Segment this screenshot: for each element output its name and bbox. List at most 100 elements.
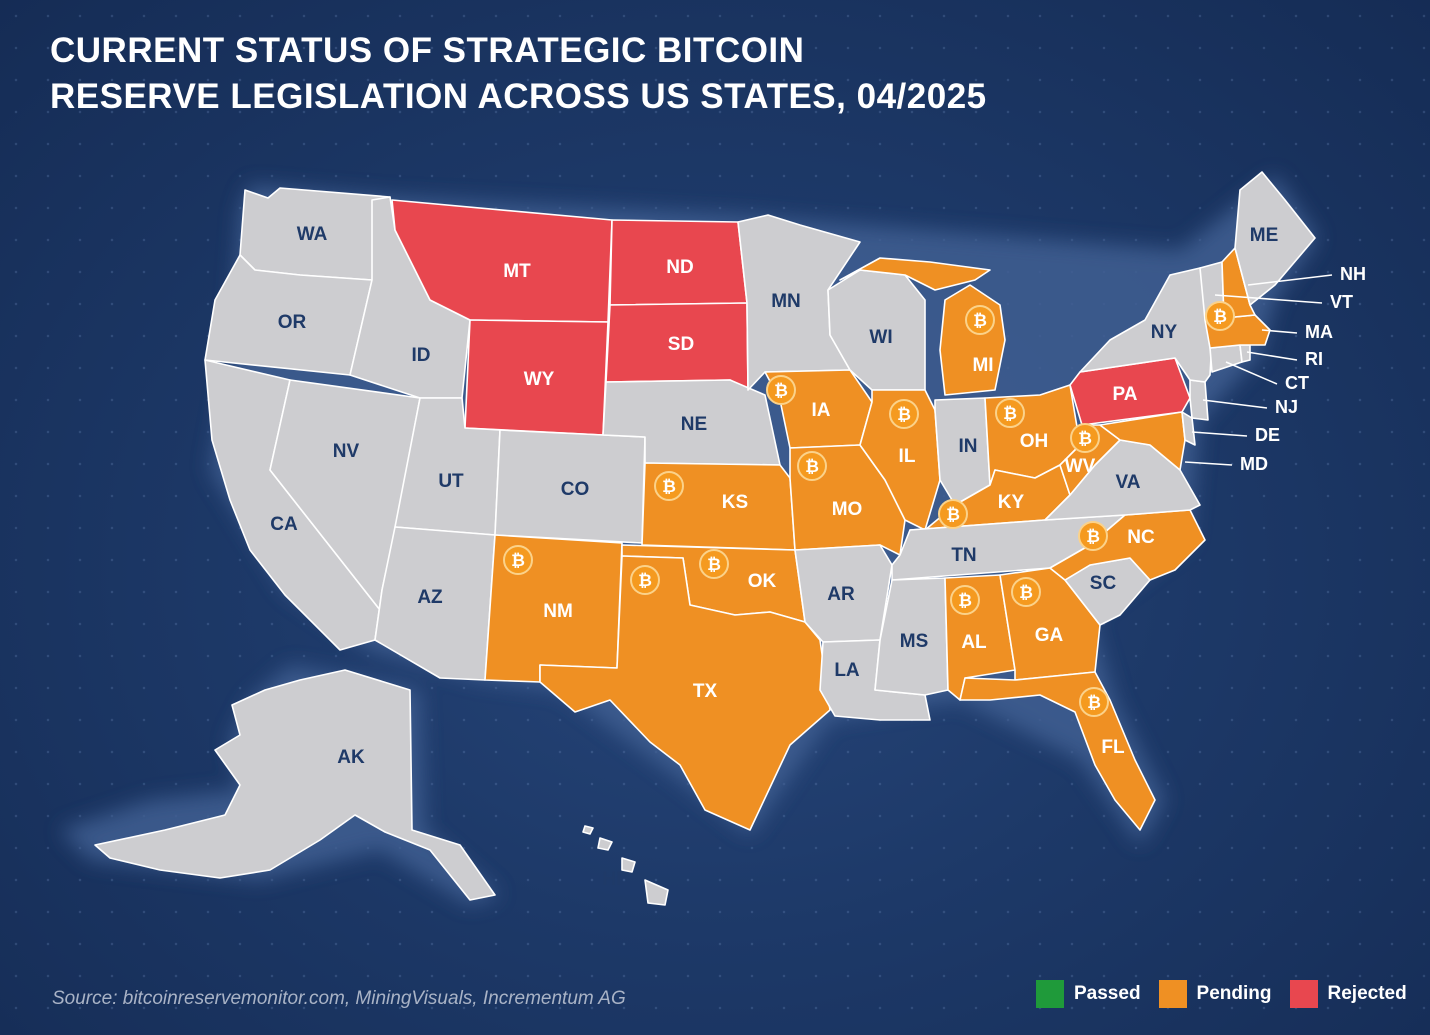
state-id bbox=[349, 196, 471, 399]
state-label-tn: TN bbox=[951, 545, 976, 566]
callout-leader-md bbox=[1184, 461, 1233, 466]
state-label-fl: FL bbox=[1101, 737, 1125, 758]
state-label-ne: NE bbox=[681, 414, 707, 435]
state-label-in: IN bbox=[959, 436, 978, 457]
state-label-la: LA bbox=[834, 660, 860, 681]
bitcoin-icon: ₿ bbox=[995, 398, 1025, 428]
bitcoin-icon: ₿ bbox=[889, 399, 919, 429]
callout-label-ct: CT bbox=[1285, 373, 1309, 393]
svg-text:₿: ₿ bbox=[662, 477, 676, 497]
state-labels: WA OR CA NV ID UT AZ CO NM MT WY ND SD NE KS OK TX MN IA MO… bbox=[270, 224, 1278, 890]
bitcoin-icon: ₿ bbox=[1205, 301, 1235, 331]
state-label-tx: TX bbox=[693, 681, 718, 702]
state-me bbox=[1234, 171, 1316, 306]
state-label-al: AL bbox=[961, 632, 987, 653]
svg-text:₿: ₿ bbox=[1087, 693, 1101, 713]
state-label-ms: MS bbox=[900, 631, 929, 652]
callout-leader-vt bbox=[1214, 294, 1323, 304]
legend-item-rejected: Rejected bbox=[1289, 980, 1407, 1008]
pending-markers: ₿ ₿ ₿ ₿ ₿ ₿ ₿ ₿ ₿ ₿ ₿ ₿ ₿ ₿ ₿ ₿ bbox=[503, 301, 1235, 717]
state-label-nd: ND bbox=[666, 257, 693, 278]
legend: Passed Pending Rejected bbox=[1036, 980, 1407, 1008]
state-label-ny: NY bbox=[1151, 322, 1178, 343]
callout-label-ri: RI bbox=[1305, 349, 1323, 369]
bitcoin-icon: ₿ bbox=[630, 565, 660, 595]
state-label-mn: MN bbox=[771, 291, 801, 312]
svg-text:₿: ₿ bbox=[1213, 307, 1227, 327]
state-label-ia: IA bbox=[812, 400, 831, 421]
callout-leader-ri bbox=[1246, 351, 1298, 361]
state-label-hi: HI bbox=[603, 869, 622, 890]
state-label-me: ME bbox=[1250, 225, 1279, 246]
bitcoin-icon: ₿ bbox=[1070, 423, 1100, 453]
bitcoin-icon: ₿ bbox=[1079, 687, 1109, 717]
state-label-il: IL bbox=[899, 446, 916, 467]
svg-text:₿: ₿ bbox=[973, 311, 987, 331]
state-label-sc: SC bbox=[1090, 573, 1117, 594]
svg-text:₿: ₿ bbox=[1078, 429, 1092, 449]
state-fl bbox=[959, 671, 1156, 831]
state-label-co: CO bbox=[561, 479, 590, 500]
state-label-ca: CA bbox=[270, 514, 298, 535]
state-label-ks: KS bbox=[722, 492, 748, 513]
state-mi bbox=[839, 257, 1006, 396]
bitcoin-icon: ₿ bbox=[766, 375, 796, 405]
source-note: Source: bitcoinreservemonitor.com, Minin… bbox=[52, 988, 626, 1009]
svg-text:₿: ₿ bbox=[707, 555, 721, 575]
callout-leader-ct bbox=[1225, 361, 1278, 385]
state-label-mt: MT bbox=[503, 261, 531, 282]
callout-label-nh: NH bbox=[1340, 264, 1366, 284]
state-label-nv: NV bbox=[333, 441, 360, 462]
state-label-ok: OK bbox=[748, 571, 777, 592]
legend-swatch-passed bbox=[1036, 980, 1064, 1008]
bitcoin-icon: ₿ bbox=[950, 585, 980, 615]
svg-text:₿: ₿ bbox=[774, 381, 788, 401]
callout-label-vt: VT bbox=[1330, 292, 1353, 312]
state-de bbox=[1181, 411, 1196, 446]
callout-leader-nj bbox=[1202, 399, 1268, 409]
state-label-ar: AR bbox=[827, 584, 855, 605]
state-label-sd: SD bbox=[668, 334, 694, 355]
legend-label-passed: Passed bbox=[1074, 983, 1141, 1004]
callout-leader-de bbox=[1191, 431, 1248, 437]
state-label-va: VA bbox=[1116, 472, 1141, 493]
svg-text:₿: ₿ bbox=[638, 571, 652, 591]
state-label-az: AZ bbox=[417, 587, 443, 608]
state-ak bbox=[94, 669, 496, 901]
state-label-ak: AK bbox=[337, 747, 365, 768]
state-label-wy: WY bbox=[524, 369, 555, 390]
bitcoin-icon: ₿ bbox=[938, 499, 968, 529]
callout-label-de: DE bbox=[1255, 425, 1280, 445]
state-label-pa: PA bbox=[1113, 384, 1138, 405]
legend-item-passed: Passed bbox=[1036, 980, 1141, 1008]
callout-label-md: MD bbox=[1240, 454, 1268, 474]
state-hi bbox=[582, 825, 669, 906]
state-label-wv: WV bbox=[1065, 456, 1096, 477]
svg-text:₿: ₿ bbox=[805, 457, 819, 477]
bitcoin-icon: ₿ bbox=[503, 545, 533, 575]
map-title-line-1: CURRENT STATUS OF STRATEGIC BITCOIN bbox=[50, 31, 805, 70]
state-label-nc: NC bbox=[1127, 527, 1155, 548]
state-il bbox=[859, 389, 941, 531]
state-nc bbox=[1049, 509, 1206, 581]
bitcoin-icon: ₿ bbox=[1078, 521, 1108, 551]
bitcoin-icon: ₿ bbox=[797, 451, 827, 481]
callout-label-nj: NJ bbox=[1275, 397, 1298, 417]
state-label-ga: GA bbox=[1035, 625, 1064, 646]
bitcoin-icon: ₿ bbox=[1011, 577, 1041, 607]
state-callouts: NH VT MA RI CT NJ DE MD bbox=[1184, 264, 1366, 474]
map-title: CURRENT STATUS OF STRATEGIC BITCOIN RESE… bbox=[50, 28, 1150, 120]
map-title-line-2: RESERVE LEGISLATION ACROSS US STATES, 04… bbox=[50, 77, 987, 116]
bitcoin-icon: ₿ bbox=[699, 549, 729, 579]
state-label-mo: MO bbox=[832, 499, 863, 520]
state-label-wi: WI bbox=[869, 327, 892, 348]
svg-text:₿: ₿ bbox=[1003, 404, 1017, 424]
state-label-oh: OH bbox=[1020, 431, 1049, 452]
legend-swatch-pending bbox=[1158, 980, 1187, 1008]
callout-leader-ma bbox=[1261, 329, 1298, 334]
svg-text:₿: ₿ bbox=[897, 405, 911, 425]
state-label-mi: MI bbox=[972, 355, 993, 376]
svg-text:₿: ₿ bbox=[511, 551, 525, 571]
